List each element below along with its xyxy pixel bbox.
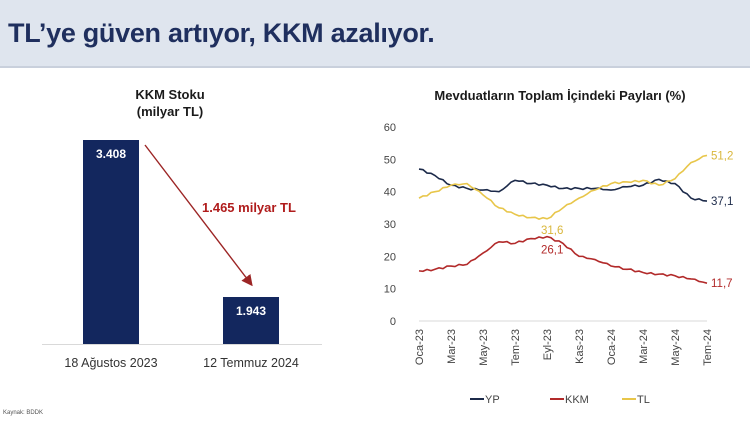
x-tick-label: Oca-24: [606, 329, 618, 365]
legend-label-tl: TL: [637, 394, 650, 406]
x-tick-label: Kas-23: [574, 329, 586, 364]
bar-chart-title: KKM Stoku: [135, 87, 205, 102]
source-note: Kaynak: BDDK: [3, 410, 44, 416]
y-tick-label: 30: [384, 219, 396, 231]
y-tick-label: 40: [384, 187, 396, 199]
data-label-kkm: 26,1: [541, 245, 563, 257]
bar-jul-2024: [223, 297, 279, 344]
data-label-tl: 31,6: [541, 225, 563, 237]
y-tick-label: 50: [384, 154, 396, 166]
series-line-yp: [418, 168, 708, 202]
legend-label-yp: YP: [485, 394, 500, 406]
bar-label-aug-2023: 3.408: [95, 147, 127, 161]
data-label-yp: 37,1: [711, 196, 733, 208]
bar-baseline: [42, 344, 322, 345]
data-label-kkm: 11,7: [711, 278, 733, 290]
x-tick-label: Mar-24: [638, 329, 650, 364]
x-tick-label: May-24: [670, 329, 682, 366]
bar-label-jul-2024: 1.943: [235, 304, 267, 318]
x-tick-label: Tem-23: [510, 329, 522, 366]
x-tick-label: Eyl-23: [542, 329, 554, 360]
y-tick-label: 10: [384, 284, 396, 296]
y-tick-label: 60: [384, 122, 396, 134]
bar-category-jul-2024: 12 Temmuz 2024: [203, 356, 299, 370]
y-tick-label: 0: [390, 316, 396, 328]
legend-label-kkm: KKM: [565, 394, 589, 406]
bar-chart-subtitle: (milyar TL): [136, 104, 204, 119]
data-label-tl: 51,2: [711, 150, 733, 162]
x-tick-label: May-23: [478, 329, 490, 366]
series-line-kkm: [418, 235, 708, 284]
bar-category-aug-2023: 18 Ağustos 2023: [64, 356, 158, 370]
x-tick-label: Oca-23: [414, 329, 426, 365]
series-line-tl: [418, 154, 708, 221]
decline-annotation: 1.465 milyar TL: [202, 200, 296, 215]
decline-arrow: [144, 144, 253, 287]
page-title: TL’ye güven artıyor, KKM azalıyor.: [8, 18, 435, 48]
line-chart-title: Mevduatların Toplam İçindeki Payları (%): [434, 88, 686, 103]
line-chart: 0 10 20 30 40 50 60 Oca-23 Mar-23 May-23 Tem-23 Eyl…: [384, 122, 734, 406]
header-band: TL’ye güven artıyor, KKM azalıyor.: [0, 0, 750, 68]
y-tick-label: 20: [384, 251, 396, 263]
x-tick-label: Mar-23: [446, 329, 458, 364]
bar-aug-2023: [83, 140, 139, 344]
x-tick-label: Tem-24: [702, 329, 714, 366]
